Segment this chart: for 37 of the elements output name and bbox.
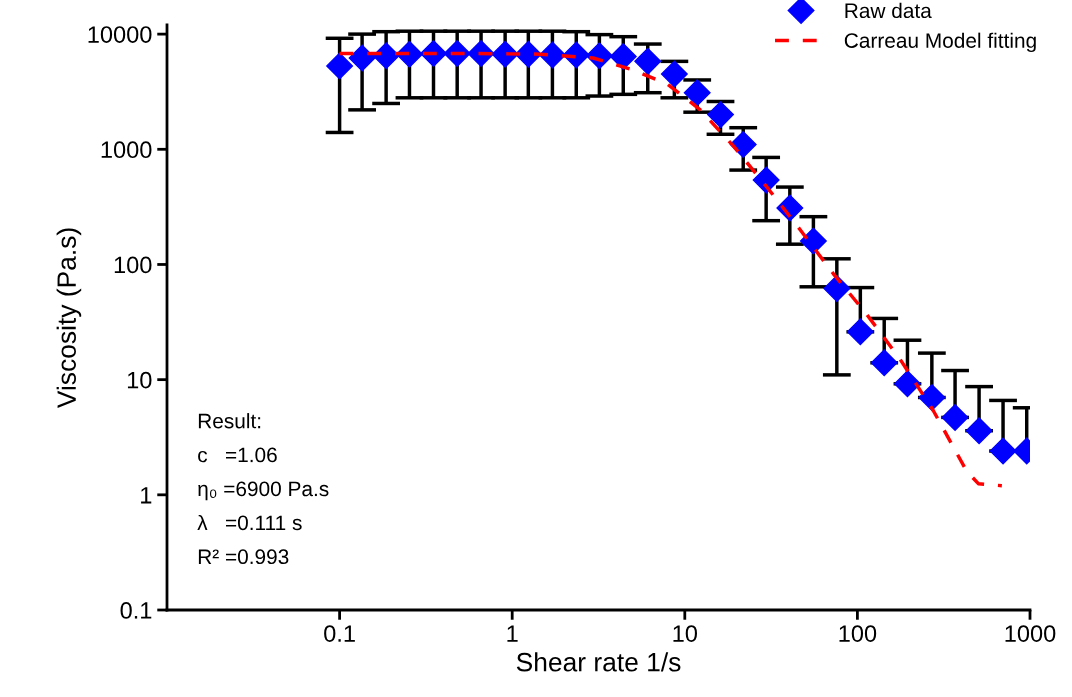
point (941, 403, 969, 431)
legend-label: Raw data (845, 2, 932, 19)
x-tick-label: 1 (507, 625, 518, 642)
point (729, 131, 757, 158)
x-axis-title: Shear rate 1/s (516, 652, 681, 672)
x-tick-label: 100 (839, 625, 877, 642)
point (348, 44, 376, 72)
point (989, 437, 1017, 465)
annotation: λ =0.111 s (197, 514, 302, 531)
x-tick-label: 1000 (1005, 625, 1056, 642)
y-tick-label: 0.1 (120, 602, 152, 619)
y-tick-label: 10 (127, 371, 152, 389)
point (372, 42, 400, 70)
point (634, 47, 662, 75)
point (823, 274, 851, 302)
point (799, 227, 827, 255)
point (870, 349, 898, 377)
y-tick-label: 1000 (101, 141, 152, 159)
point (918, 384, 946, 411)
point (846, 318, 874, 346)
x-tick-label: 10 (673, 625, 698, 642)
annotation: Result: (198, 413, 261, 429)
point (326, 52, 354, 80)
point (965, 417, 993, 445)
annotation: R² =0.993 (198, 549, 289, 565)
y-tick-label: 1 (141, 487, 152, 504)
y-axis-title: Viscosity (Pa.s) (56, 228, 82, 409)
point (752, 166, 780, 194)
point (538, 41, 566, 69)
legend-label: Carreau Model fitting (844, 32, 1036, 53)
y-tick-label: 100 (114, 256, 152, 274)
y-tick-label: 10000 (88, 26, 152, 43)
annotation: c =1.06 (198, 447, 277, 463)
point (609, 42, 637, 70)
annotation: η₀ =6900 Pa.s (198, 481, 329, 501)
point (893, 370, 921, 398)
x-tick-label: 0.1 (324, 625, 355, 642)
